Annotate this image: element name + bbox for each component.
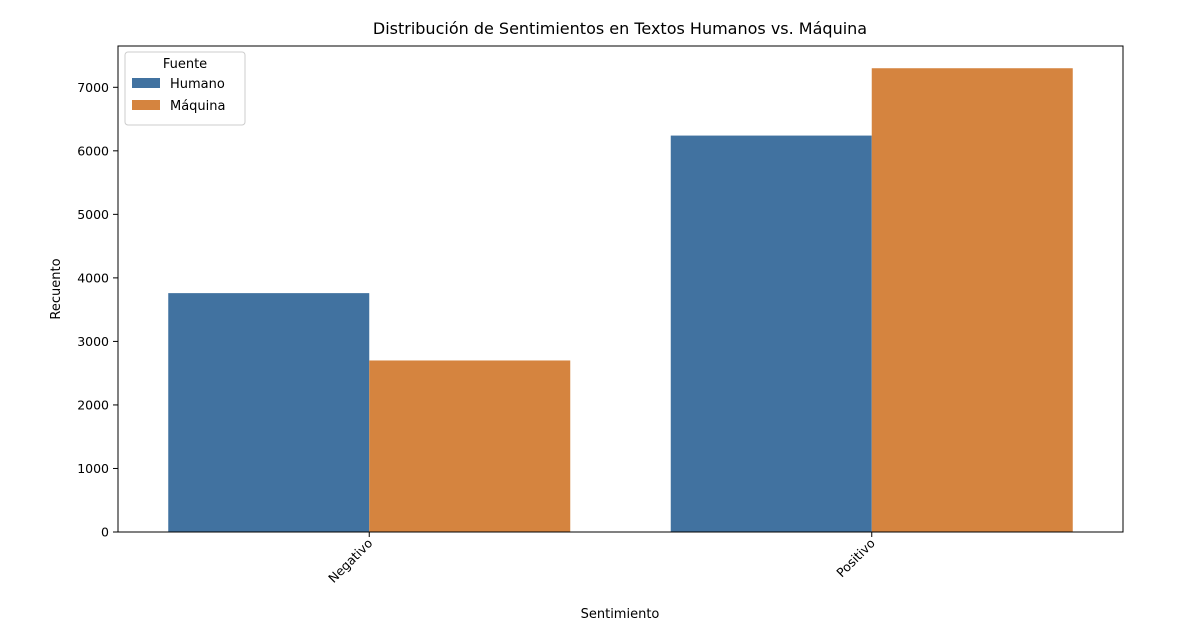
x-axis-label: Sentimiento xyxy=(581,607,660,622)
legend-swatch xyxy=(132,78,160,88)
y-tick-label: 5000 xyxy=(77,207,109,222)
y-tick-label: 7000 xyxy=(77,80,109,95)
bar-maquina-positivo xyxy=(871,68,1073,532)
y-tick-label: 2000 xyxy=(77,397,109,412)
legend-entry-label: Humano xyxy=(170,77,225,92)
bar-maquina-negativo xyxy=(369,360,571,532)
legend: Fuente Humano Máquina xyxy=(124,51,246,126)
y-tick-label: 1000 xyxy=(77,461,109,476)
y-tick-label: 6000 xyxy=(77,143,109,158)
y-tick-label: 3000 xyxy=(77,334,109,349)
bar-humano-negativo xyxy=(168,293,370,532)
x-tick-label: Negativo xyxy=(325,536,375,586)
y-tick-label: 0 xyxy=(101,525,109,540)
y-axis-label: Recuento xyxy=(49,258,64,319)
legend-title: Fuente xyxy=(163,57,207,72)
bar-humano-positivo xyxy=(670,135,872,532)
legend-entry-label: Máquina xyxy=(170,99,226,114)
y-tick-label: 4000 xyxy=(77,270,109,285)
x-tick-label: Positivo xyxy=(833,536,878,581)
plot-frame xyxy=(117,45,1124,533)
chart-title: Distribución de Sentimientos en Textos H… xyxy=(373,19,867,38)
legend-swatch xyxy=(132,100,160,110)
